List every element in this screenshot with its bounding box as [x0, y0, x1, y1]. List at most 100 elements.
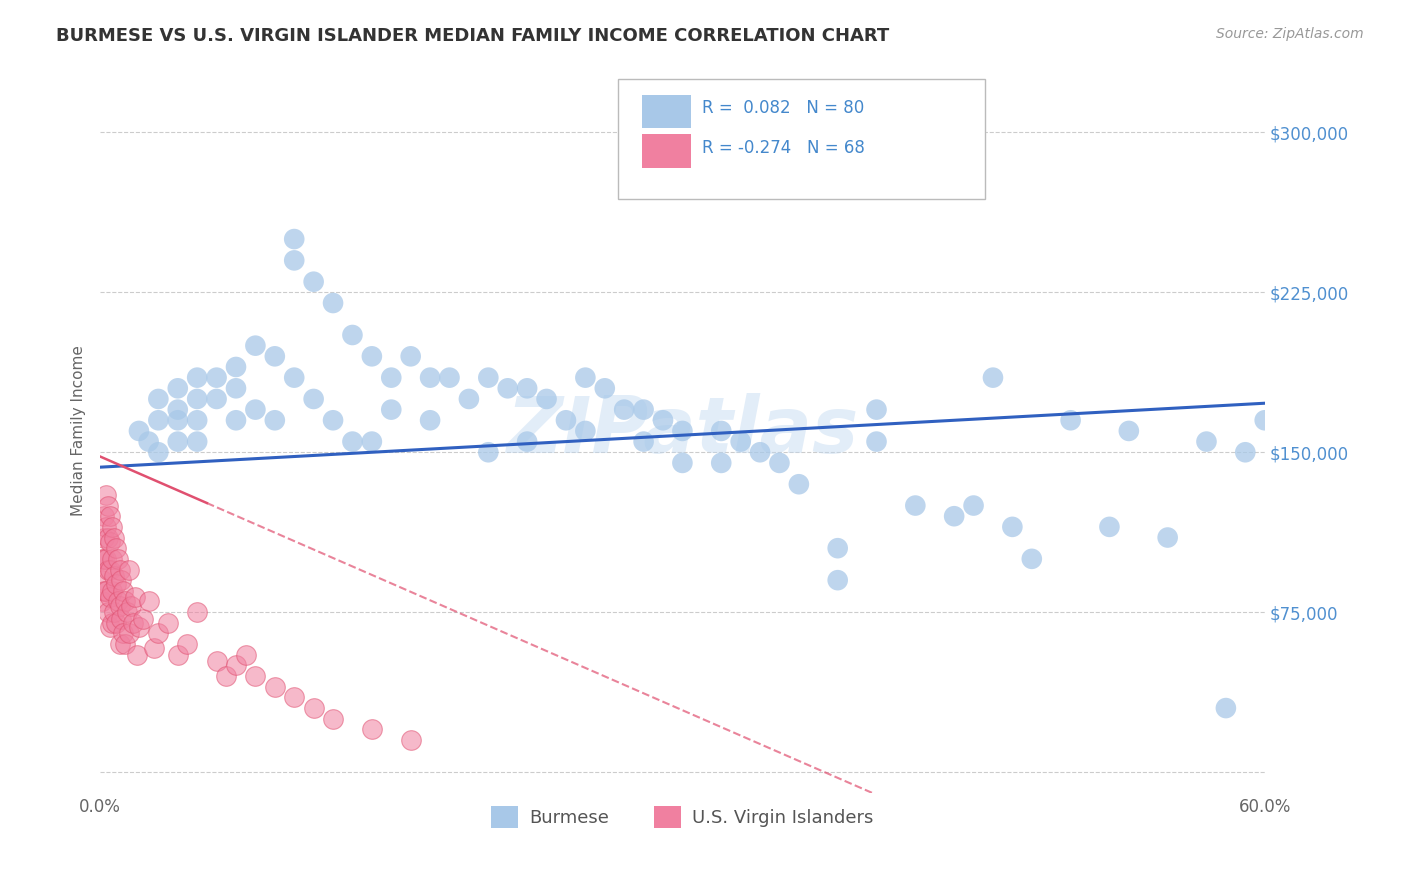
Point: [94, 583, 117, 598]
Point: [419, 413, 441, 427]
Point: [1001, 520, 1024, 534]
Point: [98, 562, 121, 576]
Point: [91, 552, 114, 566]
Point: [536, 392, 558, 406]
Point: [865, 434, 887, 449]
Point: [399, 733, 422, 747]
Point: [283, 253, 305, 268]
Point: [186, 392, 208, 406]
Point: [399, 349, 422, 363]
Point: [215, 669, 238, 683]
Point: [235, 648, 257, 662]
Point: [302, 275, 325, 289]
Point: [97, 499, 120, 513]
Point: [1098, 520, 1121, 534]
Point: [360, 434, 382, 449]
Point: [132, 611, 155, 625]
Point: [104, 541, 127, 556]
Point: [110, 573, 132, 587]
Point: [148, 626, 170, 640]
Point: [283, 370, 305, 384]
Point: [148, 392, 170, 406]
Point: [1021, 552, 1043, 566]
Point: [283, 232, 305, 246]
Point: [124, 591, 146, 605]
Point: [477, 370, 499, 384]
Point: [245, 402, 267, 417]
Point: [981, 370, 1004, 384]
Point: [94, 488, 117, 502]
Point: [103, 569, 125, 583]
Point: [91, 573, 114, 587]
FancyBboxPatch shape: [619, 79, 986, 199]
Text: BURMESE VS U.S. VIRGIN ISLANDER MEDIAN FAMILY INCOME CORRELATION CHART: BURMESE VS U.S. VIRGIN ISLANDER MEDIAN F…: [56, 27, 890, 45]
Point: [148, 445, 170, 459]
Point: [1156, 531, 1178, 545]
Point: [186, 434, 208, 449]
Point: [671, 424, 693, 438]
Point: [516, 434, 538, 449]
Point: [94, 552, 117, 566]
Point: [245, 339, 267, 353]
Point: [166, 413, 188, 427]
Point: [112, 583, 135, 598]
Point: [360, 349, 382, 363]
Point: [263, 413, 285, 427]
Point: [93, 509, 115, 524]
Point: [263, 349, 285, 363]
Point: [93, 552, 115, 566]
Point: [380, 402, 402, 417]
Point: [263, 680, 285, 694]
Point: [710, 456, 733, 470]
Point: [103, 605, 125, 619]
Point: [117, 605, 139, 619]
Point: [166, 402, 188, 417]
Point: [118, 562, 141, 576]
Point: [439, 370, 461, 384]
Point: [477, 445, 499, 459]
Point: [904, 499, 927, 513]
FancyBboxPatch shape: [641, 95, 690, 128]
Point: [100, 520, 122, 534]
Point: [93, 583, 115, 598]
Point: [205, 392, 228, 406]
Point: [380, 370, 402, 384]
Point: [186, 370, 208, 384]
Point: [186, 413, 208, 427]
Point: [157, 615, 180, 630]
FancyBboxPatch shape: [641, 135, 690, 168]
Text: R =  0.082   N = 80: R = 0.082 N = 80: [702, 99, 865, 118]
Point: [114, 594, 136, 608]
Point: [143, 641, 166, 656]
Point: [166, 381, 188, 395]
Point: [1195, 434, 1218, 449]
Point: [865, 402, 887, 417]
Point: [574, 424, 596, 438]
Point: [108, 637, 131, 651]
Point: [225, 658, 247, 673]
Point: [360, 723, 382, 737]
Point: [120, 599, 142, 613]
Point: [98, 534, 121, 549]
Legend: Burmese, U.S. Virgin Islanders: Burmese, U.S. Virgin Islanders: [484, 798, 880, 835]
Point: [97, 562, 120, 576]
Point: [166, 648, 188, 662]
Point: [787, 477, 810, 491]
Point: [283, 690, 305, 705]
Point: [458, 392, 481, 406]
Point: [225, 359, 247, 374]
Point: [730, 434, 752, 449]
Point: [98, 509, 121, 524]
Point: [613, 402, 636, 417]
Point: [302, 701, 325, 715]
Point: [827, 541, 849, 556]
Point: [103, 531, 125, 545]
Point: [342, 328, 364, 343]
Point: [107, 552, 129, 566]
Point: [322, 296, 344, 310]
Point: [110, 611, 132, 625]
Point: [943, 509, 966, 524]
Point: [496, 381, 519, 395]
Point: [555, 413, 578, 427]
Point: [1234, 445, 1257, 459]
